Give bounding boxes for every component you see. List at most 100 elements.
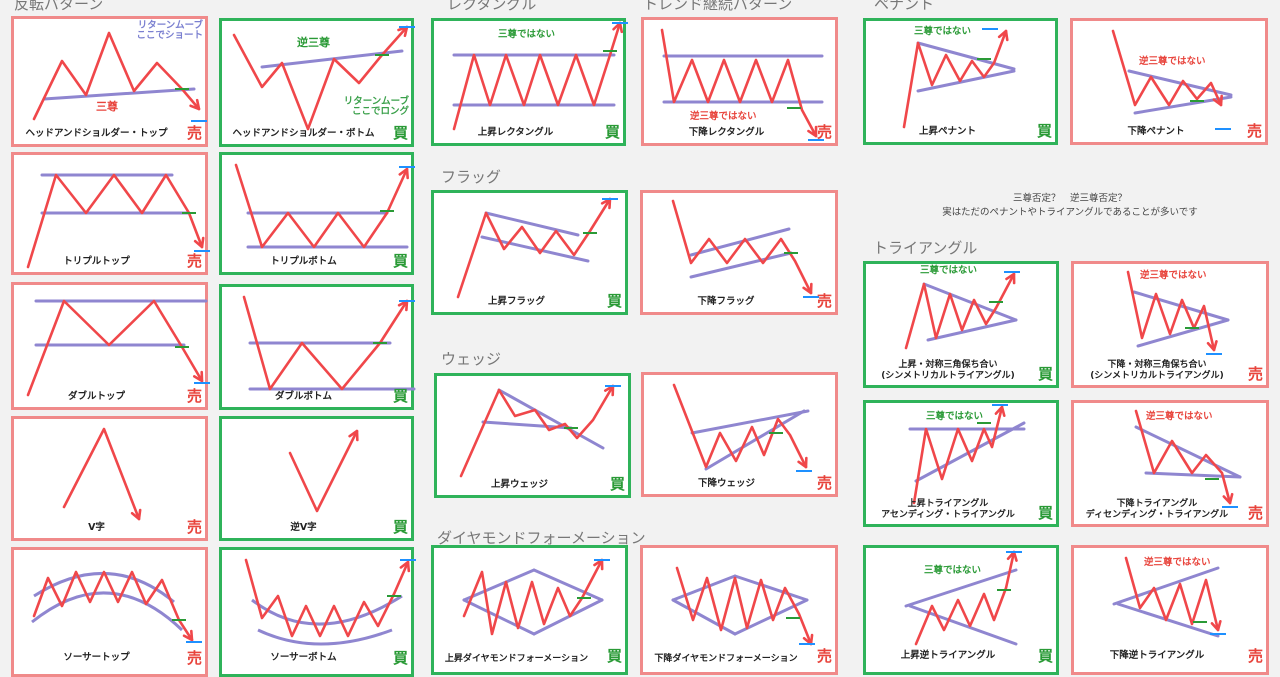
buy-badge: 買: [392, 649, 408, 667]
pattern-caption: 上昇フラッグ: [487, 296, 545, 308]
sell-badge: 売: [1247, 647, 1263, 665]
card-descending-triangle: 逆三尊ではない 下降トライアングル ディセンディング・トライアングル 売: [1071, 400, 1269, 527]
pattern-diagram: [462, 558, 610, 636]
card-wedge-up: 上昇ウェッジ 買: [434, 373, 631, 498]
channel-line: [689, 251, 793, 279]
price-line: [452, 21, 622, 131]
pattern-caption: 逆V字: [290, 522, 317, 534]
pattern-diagram: [244, 558, 416, 646]
channel-line: [922, 282, 1018, 322]
card-head-and-shoulders-bottom: 逆三尊 リターンムーブ ここでロング ヘッドアンドショルダー・ボトム 買: [219, 18, 415, 147]
pattern-caption: ヘッドアンドショルダー・トップ: [25, 128, 168, 140]
price-line: [904, 272, 1016, 350]
arrow-head-icon: [189, 98, 201, 111]
pattern-note: リターンムーブ ここでロング: [343, 96, 409, 118]
arrow-head-icon: [130, 508, 142, 521]
price-line: [914, 550, 1016, 646]
sell-badge: 売: [186, 649, 202, 667]
pattern-caption: V字: [88, 522, 105, 534]
pattern-diagram: [234, 163, 415, 249]
channel-line: [916, 69, 1016, 93]
channel-line: [1133, 95, 1233, 115]
pattern-diagram: [31, 570, 202, 643]
arrow-head-icon: [1210, 620, 1222, 632]
pattern-note: 三尊ではない: [914, 26, 972, 37]
price-line: [1134, 409, 1232, 505]
arrow-head-icon: [193, 236, 205, 249]
pattern-caption: 上昇ウェッジ: [490, 479, 548, 491]
arrow-head-icon: [1005, 272, 1016, 285]
price-line: [675, 566, 813, 646]
channel-curve: [31, 591, 184, 632]
negation-note: 三尊否定？ 逆三尊否定？ 実はただのペナントやトライアングルであることが多いです: [870, 192, 1270, 220]
card-reverse-triangle-down: 逆三尊ではない 下降逆トライアングル 売: [1071, 545, 1269, 675]
channel-line: [1144, 471, 1242, 479]
sell-badge: 売: [186, 124, 202, 142]
pattern-caption: 下降逆トライアングル: [1109, 650, 1205, 662]
buy-badge: 買: [392, 387, 408, 405]
pattern-note: 逆三尊ではない: [1144, 557, 1211, 568]
arrow-head-icon: [994, 405, 1006, 418]
card-rectangle-up: 三尊ではない 上昇レクタングル 買: [431, 18, 628, 146]
channel-line: [260, 49, 404, 69]
channel-line: [908, 604, 1018, 646]
channel-line: [484, 211, 580, 237]
price-line: [1111, 29, 1223, 107]
card-triple-bottom: トリプルボトム 買: [219, 152, 415, 275]
arrow-head-icon: [398, 167, 409, 180]
price-line: [1126, 270, 1216, 352]
buy-badge: 買: [392, 518, 408, 536]
arrow-head-icon: [997, 29, 1009, 42]
pattern-diagram: [660, 28, 824, 141]
channel-line: [733, 574, 809, 602]
channel-line: [914, 421, 1026, 483]
channel-line: [926, 318, 1018, 342]
price-line: [1124, 556, 1220, 632]
pattern-note: 逆三尊: [297, 36, 330, 49]
card-head-and-shoulders-top: 三尊 リターンムーブ ここでショート ヘッドアンドショルダー・トップ 売: [11, 16, 208, 147]
sell-badge: 売: [816, 647, 832, 665]
buy-badge: 買: [392, 252, 408, 270]
card-triple-top: トリプルトップ 売: [11, 152, 210, 275]
card-v-top: V字 売: [11, 416, 208, 541]
pattern-note: 三尊ではない: [920, 265, 978, 276]
card-ascending-triangle: 三尊ではない 上昇トライアングル アセンディング・トライアングル 買: [863, 400, 1059, 527]
pattern-caption: 下降レクタングル: [688, 127, 765, 139]
channel-line: [1134, 425, 1242, 479]
pattern-caption: 上昇・対称三角保ち合い (シンメトリカルトライアングル): [881, 360, 1015, 381]
pattern-diagram: [62, 427, 142, 521]
arrow-head-icon: [182, 629, 194, 642]
pattern-caption: 下降・対称三角保ち合い (シンメトリカルトライアングル): [1090, 360, 1224, 381]
pattern-caption: ヘッドアンドショルダー・ボトム: [232, 128, 375, 140]
card-flag-down: 下降フラッグ 売: [640, 190, 838, 315]
pattern-caption: ダブルボトム: [274, 391, 332, 403]
arrow-head-icon: [1222, 492, 1234, 505]
arrow-head-icon: [399, 560, 411, 573]
card-diamond-down: 下降ダイヤモンドフォーメーション 売: [640, 545, 838, 675]
channel-line: [532, 568, 604, 602]
pattern-diagram: [232, 25, 415, 131]
pattern-diagram: [902, 28, 1016, 129]
channel-line: [689, 227, 791, 257]
channel-line: [42, 87, 196, 101]
section-title-diamond: ダイヤモンドフォーメーション: [437, 529, 646, 547]
section-title-flag: フラッグ: [441, 168, 502, 186]
channel-line: [1112, 566, 1220, 606]
buy-badge: 買: [606, 647, 622, 665]
price-line: [26, 299, 204, 397]
pattern-diagram: [32, 31, 207, 122]
card-saucer-top: ソーサートップ 売: [11, 547, 208, 677]
pattern-caption: 下降ウェッジ: [697, 478, 755, 490]
pattern-note: リターンムーブ ここでショート: [136, 20, 203, 42]
pattern-diagram: [242, 295, 416, 391]
channel-line: [532, 598, 604, 636]
arrow-head-icon: [1212, 94, 1223, 107]
pattern-diagram: [452, 21, 628, 131]
pattern-note: 三尊ではない: [498, 29, 556, 40]
pattern-note: 三尊: [96, 100, 118, 113]
card-double-bottom: ダブルボトム 買: [219, 284, 416, 410]
pattern-diagram: [1111, 29, 1233, 130]
pattern-caption: 下降フラッグ: [697, 296, 755, 308]
card-wedge-down: 下降ウェッジ 売: [641, 372, 838, 497]
price-line: [462, 558, 604, 636]
